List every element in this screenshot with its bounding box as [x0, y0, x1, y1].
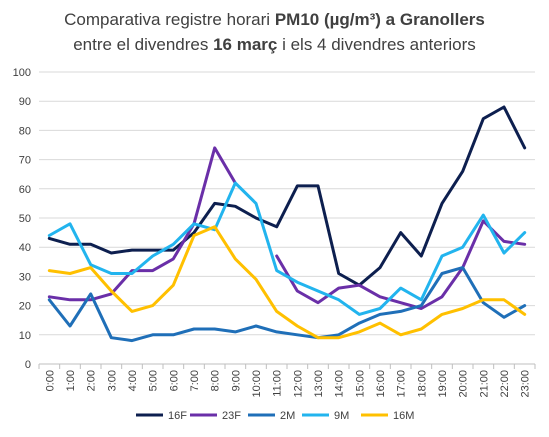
x-tick-label: 5:00 — [148, 370, 160, 391]
x-tick-label: 0:00 — [44, 370, 56, 391]
x-tick-label: 19:00 — [437, 370, 449, 398]
y-tick-label: 60 — [19, 184, 31, 196]
chart-title-line-2: entre el divendres 16 març i els 4 diven… — [73, 35, 476, 54]
series-line-23f — [47, 146, 527, 310]
x-tick-label: 2:00 — [86, 370, 98, 391]
x-tick-label: 13:00 — [313, 370, 325, 398]
x-tick-label: 1:00 — [65, 370, 77, 391]
x-tick-label: 20:00 — [458, 370, 470, 398]
y-tick-label: 70 — [19, 155, 31, 167]
series-line-2m — [47, 266, 527, 343]
x-tick-label: 16:00 — [375, 370, 387, 398]
x-tick-label: 3:00 — [106, 370, 118, 391]
x-tick-label: 6:00 — [168, 370, 180, 391]
x-tick-label: 12:00 — [292, 370, 304, 398]
x-tick-label: 9:00 — [230, 370, 242, 391]
y-tick-label: 90 — [19, 96, 31, 108]
series-line-16f — [47, 105, 527, 287]
x-tick-label: 18:00 — [416, 370, 428, 398]
legend-label-23f: 23F — [222, 410, 241, 422]
y-tick-label: 20 — [19, 301, 31, 313]
y-tick-label: 30 — [19, 271, 31, 283]
series-line-9m — [47, 181, 527, 316]
x-tick-label: 7:00 — [189, 370, 201, 391]
x-tick-label: 11:00 — [272, 370, 284, 397]
x-tick-label: 22:00 — [499, 370, 511, 398]
chart-title-line-1: Comparativa registre horari PM10 (µg/m³)… — [64, 10, 485, 29]
x-tick-label: 14:00 — [334, 370, 346, 398]
y-tick-label: 40 — [19, 242, 31, 254]
y-tick-label: 0 — [25, 359, 31, 371]
x-tick-label: 23:00 — [520, 370, 532, 398]
legend-label-16m: 16M — [393, 410, 414, 422]
x-tick-label: 8:00 — [210, 370, 222, 391]
x-tick-label: 17:00 — [396, 370, 408, 398]
y-tick-label: 10 — [19, 330, 31, 342]
x-tick-label: 15:00 — [354, 370, 366, 398]
y-tick-label: 80 — [19, 125, 31, 137]
legend-label-16f: 16F — [168, 410, 187, 422]
y-tick-label: 50 — [19, 213, 31, 225]
x-tick-label: 21:00 — [478, 370, 490, 398]
x-tick-label: 10:00 — [251, 370, 263, 398]
x-tick-label: 4:00 — [127, 370, 139, 391]
series-line-16m — [47, 225, 527, 340]
y-tick-label: 100 — [13, 67, 31, 79]
legend-label-2m: 2M — [280, 410, 295, 422]
legend-label-9m: 9M — [334, 410, 349, 422]
